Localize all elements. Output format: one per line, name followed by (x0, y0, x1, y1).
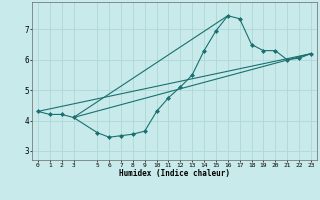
X-axis label: Humidex (Indice chaleur): Humidex (Indice chaleur) (119, 169, 230, 178)
